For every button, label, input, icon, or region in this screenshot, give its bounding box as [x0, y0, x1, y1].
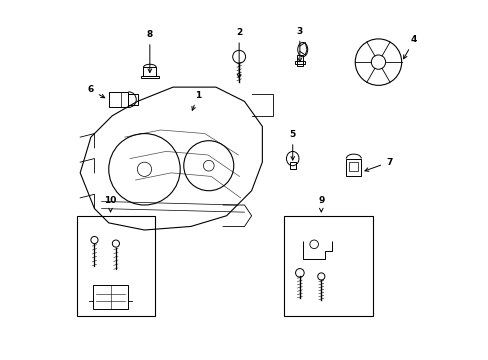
- Bar: [128, 94, 138, 105]
- Bar: [93, 285, 128, 309]
- Bar: [289, 162, 295, 169]
- Bar: [108, 92, 128, 108]
- Text: 4: 4: [403, 36, 417, 59]
- Bar: [348, 162, 358, 171]
- Bar: [296, 55, 302, 66]
- Text: 6: 6: [87, 85, 104, 98]
- Text: 9: 9: [318, 196, 324, 212]
- Text: 2: 2: [236, 28, 242, 78]
- Bar: [283, 216, 372, 316]
- Text: 8: 8: [146, 30, 153, 73]
- Bar: [346, 158, 361, 176]
- Bar: [294, 61, 305, 64]
- Text: 5: 5: [289, 130, 295, 160]
- Bar: [143, 67, 156, 76]
- Text: 1: 1: [191, 91, 201, 110]
- Text: 10: 10: [104, 196, 117, 212]
- Text: 7: 7: [364, 158, 391, 171]
- Bar: [77, 216, 155, 316]
- Text: 3: 3: [296, 27, 303, 62]
- Bar: [141, 76, 159, 78]
